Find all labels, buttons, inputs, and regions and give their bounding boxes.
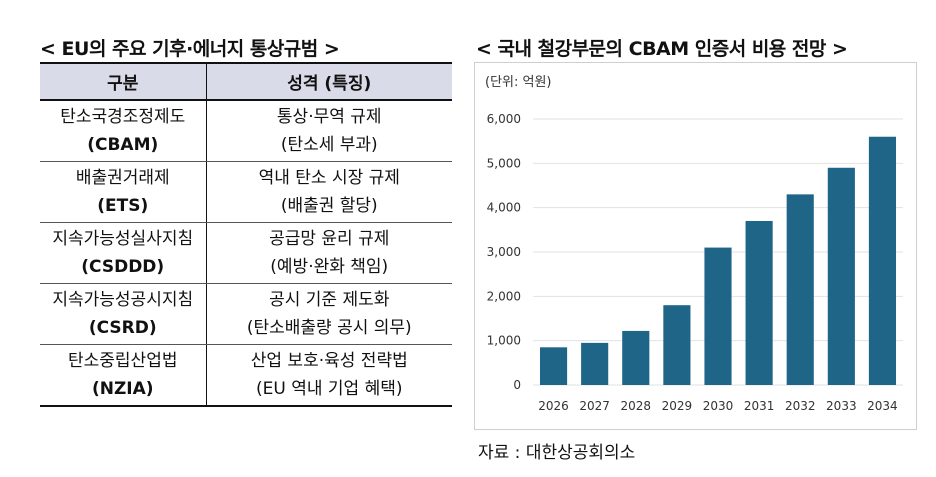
bar-2030 xyxy=(704,247,732,385)
bar-2031 xyxy=(745,220,773,385)
source-note: 자료 : 대한상공회의소 xyxy=(478,443,636,463)
regulation-abbr: (CSRD) xyxy=(88,318,157,338)
y-tick-label: 2,000 xyxy=(487,289,521,303)
x-tick-label: 2033 xyxy=(826,399,857,413)
x-tick-label: 2034 xyxy=(867,399,898,413)
regulation-nature-cell: 통상·무역 규제 (탄소세 부과) xyxy=(206,100,452,162)
bar-2027 xyxy=(581,342,609,385)
regulation-abbr: (NZIA) xyxy=(91,379,154,399)
regulation-name-cell: 배출권거래제 (ETS) xyxy=(40,161,207,223)
table-row: 지속가능성공시지침 (CSRD) 공시 기준 제도화 (탄소배출량 공시 의무) xyxy=(40,283,452,345)
regulation-detail: (예방·완화 책임) xyxy=(270,257,389,277)
y-tick-label: 0 xyxy=(513,378,521,392)
regulation-nature: 통상·무역 규제 xyxy=(276,107,382,127)
chart-area: (단위: 억원) 0 1,000 2,000 3,000 4,000 5,000 6,000… xyxy=(474,62,917,430)
x-tick-label: 2030 xyxy=(703,399,734,413)
table-row: 탄소국경조정제도 (CBAM) 통상·무역 규제 (탄소세 부과) xyxy=(40,100,452,162)
x-tick-label: 2027 xyxy=(579,399,610,413)
regulation-abbr: (CSDDD) xyxy=(81,257,165,277)
x-tick-label: 2032 xyxy=(785,399,816,413)
y-tick-label: 3,000 xyxy=(487,245,521,259)
regulation-detail: (탄소배출량 공시 의무) xyxy=(246,318,412,338)
regulation-nature-cell: 공시 기준 제도화 (탄소배출량 공시 의무) xyxy=(206,283,452,345)
regulation-detail: (EU 역내 기업 혜택) xyxy=(256,379,403,399)
x-tick-label: 2026 xyxy=(538,399,569,413)
chart-title: < 국내 철강부문의 CBAM 인증서 비용 전망 > xyxy=(476,38,848,60)
regulation-name-cell: 탄소국경조정제도 (CBAM) xyxy=(40,100,207,162)
regulation-name-cell: 지속가능성공시지침 (CSRD) xyxy=(40,283,207,345)
regulation-name: 배출권거래제 xyxy=(75,168,170,188)
bar-2033 xyxy=(827,167,855,385)
bar-2028 xyxy=(622,330,650,385)
regulation-nature: 공급망 윤리 규제 xyxy=(269,229,390,249)
regulation-name: 지속가능성공시지침 xyxy=(52,290,194,310)
y-tick-label: 4,000 xyxy=(487,201,521,215)
regulation-abbr: (ETS) xyxy=(97,196,149,216)
regulation-name-cell: 탄소중립산업법 (NZIA) xyxy=(40,344,207,407)
regulation-name: 지속가능성실사지침 xyxy=(52,229,194,249)
regulation-nature-cell: 산업 보호·육성 전략법 (EU 역내 기업 혜택) xyxy=(206,344,452,407)
regulations-table: 구분 성격 (특징) 탄소국경조정제도 (CBAM) 통상·무역 규제 (탄소세 부… xyxy=(40,62,452,407)
regulation-name: 탄소국경조정제도 xyxy=(60,107,186,127)
x-tick-label: 2029 xyxy=(662,399,693,413)
table-row: 탄소중립산업법 (NZIA) 산업 보호·육성 전략법 (EU 역내 기업 혜택) xyxy=(40,344,452,407)
table-row: 지속가능성실사지침 (CSDDD) 공급망 윤리 규제 (예방·완화 책임) xyxy=(40,222,452,284)
regulation-detail: (탄소세 부과) xyxy=(280,135,378,155)
bar-2034 xyxy=(868,136,897,385)
column-header-nature: 성격 (특징) xyxy=(206,62,452,101)
regulation-name: 탄소중립산업법 xyxy=(68,351,178,371)
regulation-name-cell: 지속가능성실사지침 (CSDDD) xyxy=(40,222,207,284)
regulation-abbr: (CBAM) xyxy=(87,135,159,155)
y-tick-label: 6,000 xyxy=(487,112,521,126)
table-header-row: 구분 성격 (특징) xyxy=(40,62,452,101)
chart-unit-label: (단위: 억원) xyxy=(485,75,552,90)
y-tick-label: 5,000 xyxy=(487,156,521,170)
bar-2032 xyxy=(786,194,814,385)
y-tick-label: 1,000 xyxy=(487,334,521,348)
regulation-nature: 역내 탄소 시장 규제 xyxy=(258,168,400,188)
bar-2026 xyxy=(539,347,568,385)
table-row: 배출권거래제 (ETS) 역내 탄소 시장 규제 (배출권 할당) xyxy=(40,161,452,223)
bar-2029 xyxy=(663,305,691,385)
column-header-category: 구분 xyxy=(40,62,207,101)
regulation-nature: 공시 기준 제도화 xyxy=(269,290,390,310)
regulation-nature-cell: 역내 탄소 시장 규제 (배출권 할당) xyxy=(206,161,452,223)
x-tick-label: 2031 xyxy=(744,399,775,413)
bar-chart: 0 1,000 2,000 3,000 4,000 5,000 6,000 2026 2027 2… xyxy=(487,112,903,413)
regulation-nature-cell: 공급망 윤리 규제 (예방·완화 책임) xyxy=(206,222,452,284)
x-tick-label: 2028 xyxy=(621,399,652,413)
table-title: < EU의 주요 기후·에너지 통상규범 > xyxy=(40,38,340,60)
regulation-nature: 산업 보호·육성 전략법 xyxy=(250,351,408,371)
regulation-detail: (배출권 할당) xyxy=(280,196,378,216)
